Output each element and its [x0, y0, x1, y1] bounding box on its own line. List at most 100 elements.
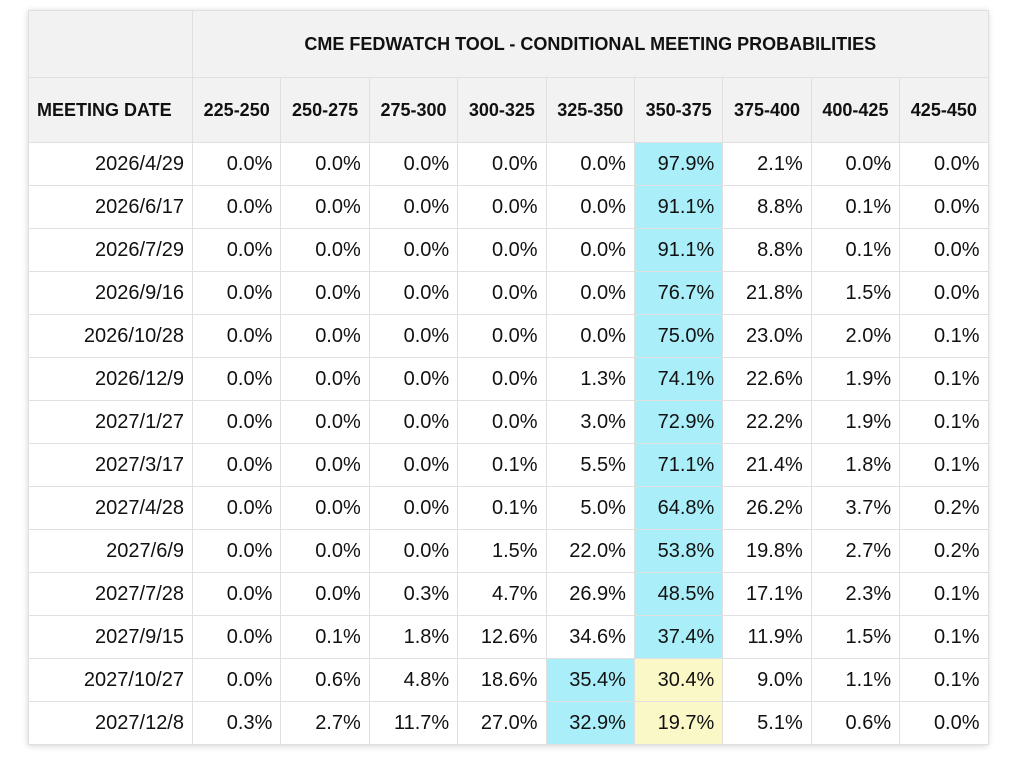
- meeting-date-cell: 2027/3/17: [28, 443, 193, 487]
- probability-cell: 0.0%: [191, 615, 282, 659]
- probability-cell: 0.0%: [368, 185, 459, 229]
- title-row: CME FEDWATCH TOOL - CONDITIONAL MEETING …: [28, 10, 989, 78]
- meeting-date-cell: 2026/12/9: [28, 357, 193, 401]
- probability-cell: 3.7%: [810, 486, 901, 530]
- probability-cell: 0.0%: [899, 185, 989, 229]
- probability-cell: 0.0%: [368, 357, 459, 401]
- probability-cell: 0.1%: [457, 443, 547, 487]
- probability-cell: 0.0%: [368, 443, 459, 487]
- meeting-date-cell: 2027/7/28: [28, 572, 193, 616]
- probability-cell: 0.0%: [810, 142, 901, 186]
- probability-cell: 21.8%: [722, 271, 812, 315]
- probability-cell: 0.0%: [191, 185, 282, 229]
- probability-cell: 26.2%: [722, 486, 812, 530]
- column-header: 325-350: [545, 77, 635, 143]
- table-row: 2026/7/29 0.0% 0.0% 0.0% 0.0% 0.0% 91.1% 8.8% 0.…: [28, 228, 989, 272]
- probability-cell: 1.3%: [545, 357, 635, 401]
- probability-cell: 1.9%: [810, 357, 901, 401]
- probability-cell: 4.8%: [368, 658, 459, 702]
- probability-cell: 2.0%: [810, 314, 901, 358]
- probability-cell: 64.8%: [633, 486, 724, 530]
- probability-cell: 1.9%: [810, 400, 901, 444]
- probability-cell: 0.0%: [368, 486, 459, 530]
- probability-cell: 0.0%: [545, 228, 635, 272]
- table-row: 2026/10/28 0.0% 0.0% 0.0% 0.0% 0.0% 75.0% 23.0%…: [28, 314, 989, 358]
- probability-cell: 2.3%: [810, 572, 901, 616]
- table-row: 2027/7/28 0.0% 0.0% 0.3% 4.7% 26.9% 48.5% 17.1%…: [28, 572, 989, 616]
- probability-cell: 53.8%: [633, 529, 724, 573]
- probability-cell: 0.0%: [191, 443, 282, 487]
- probability-cell: 8.8%: [722, 228, 812, 272]
- meeting-date-cell: 2026/9/16: [28, 271, 193, 315]
- probability-cell: 0.0%: [457, 228, 547, 272]
- probability-cell: 0.2%: [899, 486, 989, 530]
- probability-cell: 27.0%: [457, 701, 547, 745]
- probability-cell: 0.0%: [457, 400, 547, 444]
- probability-cell: 34.6%: [545, 615, 635, 659]
- probability-cell: 0.0%: [457, 142, 547, 186]
- meeting-date-header: MEETING DATE: [28, 77, 193, 143]
- probability-cell: 0.0%: [899, 271, 989, 315]
- probability-cell: 0.0%: [545, 271, 635, 315]
- probability-cell: 0.1%: [899, 615, 989, 659]
- table-row: 2026/12/9 0.0% 0.0% 0.0% 0.0% 1.3% 74.1% 22.6% 1…: [28, 357, 989, 401]
- probability-cell: 74.1%: [633, 357, 724, 401]
- probability-cell: 19.7%: [633, 701, 724, 745]
- probability-cell: 23.0%: [722, 314, 812, 358]
- probability-cell: 0.0%: [191, 357, 282, 401]
- probability-cell: 0.6%: [280, 658, 370, 702]
- probability-cell: 3.0%: [545, 400, 635, 444]
- probability-cell: 0.0%: [280, 572, 370, 616]
- probability-cell: 97.9%: [633, 142, 724, 186]
- probability-cell: 0.0%: [368, 314, 459, 358]
- column-header: 300-325: [457, 77, 547, 143]
- probability-cell: 0.3%: [368, 572, 459, 616]
- probability-cell: 0.1%: [899, 658, 989, 702]
- probability-cell: 9.0%: [722, 658, 812, 702]
- probability-cell: 0.0%: [191, 314, 282, 358]
- probability-cell: 0.0%: [545, 142, 635, 186]
- probability-cell: 18.6%: [457, 658, 547, 702]
- table-row: 2027/4/28 0.0% 0.0% 0.0% 0.1% 5.0% 64.8% 26.2% 3…: [28, 486, 989, 530]
- probability-cell: 1.5%: [810, 615, 901, 659]
- probability-cell: 0.2%: [899, 529, 989, 573]
- probability-cell: 48.5%: [633, 572, 724, 616]
- column-header: 250-275: [280, 77, 370, 143]
- probability-cell: 26.9%: [545, 572, 635, 616]
- table-row: 2026/6/17 0.0% 0.0% 0.0% 0.0% 0.0% 91.1% 8.8% 0.…: [28, 185, 989, 229]
- probability-cell: 0.0%: [191, 572, 282, 616]
- meeting-date-cell: 2026/10/28: [28, 314, 193, 358]
- probability-cell: 1.8%: [810, 443, 901, 487]
- probability-cell: 12.6%: [457, 615, 547, 659]
- probability-cell: 0.1%: [899, 400, 989, 444]
- probability-cell: 4.7%: [457, 572, 547, 616]
- probability-cell: 0.0%: [280, 443, 370, 487]
- probability-cell: 71.1%: [633, 443, 724, 487]
- probability-cell: 0.1%: [810, 185, 901, 229]
- probability-cell: 0.0%: [457, 271, 547, 315]
- probability-cell: 8.8%: [722, 185, 812, 229]
- probability-cell: 0.0%: [280, 357, 370, 401]
- probability-cell: 5.5%: [545, 443, 635, 487]
- probability-cell: 0.0%: [368, 400, 459, 444]
- probability-cell: 2.1%: [722, 142, 812, 186]
- probability-cell: 1.8%: [368, 615, 459, 659]
- probability-cell: 1.5%: [457, 529, 547, 573]
- probability-cell: 0.0%: [899, 701, 989, 745]
- probability-cell: 32.9%: [545, 701, 635, 745]
- probability-cell: 0.1%: [899, 314, 989, 358]
- probability-cell: 0.1%: [899, 572, 989, 616]
- probability-cell: 0.0%: [457, 314, 547, 358]
- meeting-date-cell: 2026/7/29: [28, 228, 193, 272]
- probability-table: CME FEDWATCH TOOL - CONDITIONAL MEETING …: [28, 10, 989, 745]
- probability-cell: 0.0%: [899, 142, 989, 186]
- table-body: 2026/4/29 0.0% 0.0% 0.0% 0.0% 0.0% 97.9% 2.1% 0.…: [28, 142, 989, 745]
- probability-cell: 0.0%: [368, 271, 459, 315]
- table-row: 2027/9/15 0.0% 0.1% 1.8% 12.6% 34.6% 37.4% 11.9…: [28, 615, 989, 659]
- meeting-date-cell: 2027/6/9: [28, 529, 193, 573]
- meeting-date-cell: 2027/12/8: [28, 701, 193, 745]
- probability-cell: 21.4%: [722, 443, 812, 487]
- probability-cell: 35.4%: [545, 658, 635, 702]
- meeting-date-cell: 2027/10/27: [28, 658, 193, 702]
- column-header: 350-375: [633, 77, 724, 143]
